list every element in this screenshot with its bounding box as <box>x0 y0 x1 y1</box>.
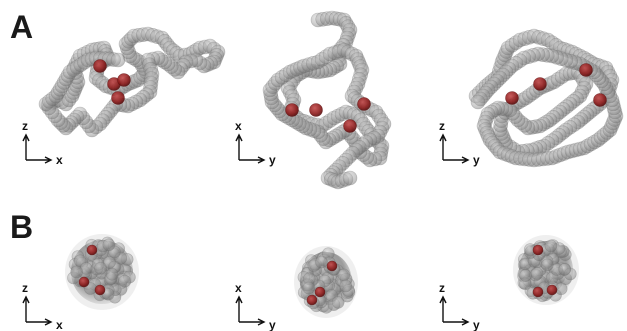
highlighted-bead <box>546 284 558 296</box>
axis-arrow-vertical <box>439 295 447 322</box>
highlighted-bead <box>309 103 323 117</box>
axis-arrow-vertical <box>439 133 447 160</box>
axis-triad-a-3: z y <box>439 119 480 167</box>
panel-b-view-2-globule <box>294 246 358 318</box>
axis-label-vertical: z <box>439 119 445 133</box>
highlighted-bead <box>86 244 98 256</box>
axis-arrow-vertical <box>22 295 30 322</box>
chain-bead <box>102 238 116 252</box>
panel-a-view-2-chain <box>262 10 392 190</box>
highlighted-bead <box>314 286 326 298</box>
panel-letter-a: A <box>10 9 33 45</box>
highlighted-bead <box>285 103 299 117</box>
highlighted-bead <box>505 91 519 105</box>
chain-bead <box>519 269 532 282</box>
chain-bead <box>540 258 554 272</box>
panel-letter-b: B <box>10 209 33 245</box>
axis-triad-b-3: z y <box>439 281 480 331</box>
chain-bead <box>70 265 83 279</box>
highlighted-bead <box>326 260 338 272</box>
axis-label-horizontal: x <box>56 318 63 331</box>
chain-bead <box>342 170 358 186</box>
chain-bead <box>558 262 572 276</box>
highlighted-bead <box>306 294 318 306</box>
axis-arrow-horizontal <box>443 156 470 164</box>
axis-arrow-horizontal <box>239 318 266 326</box>
highlighted-bead <box>579 63 593 77</box>
chain-bead <box>105 267 119 281</box>
panel-b-view-1-globule <box>65 234 139 310</box>
highlighted-bead <box>593 93 607 107</box>
chain-bead <box>339 279 353 293</box>
axis-arrow-horizontal <box>26 318 53 326</box>
chain-bead <box>302 281 316 295</box>
highlighted-bead <box>78 276 90 288</box>
axis-label-vertical: z <box>22 281 28 295</box>
highlighted-bead <box>532 286 544 298</box>
highlighted-bead <box>94 284 106 296</box>
axis-label-vertical: x <box>235 119 242 133</box>
chain-bead <box>118 274 131 288</box>
panel-a-view-3-chain <box>468 28 624 168</box>
panel-a-view-1-chain <box>38 26 226 138</box>
chain-bead <box>331 296 345 309</box>
axis-label-horizontal: y <box>269 153 276 167</box>
chain-bead <box>103 256 116 269</box>
axis-label-horizontal: y <box>473 318 480 331</box>
chain-bead <box>94 261 107 275</box>
highlighted-bead <box>533 77 547 91</box>
axis-label-vertical: x <box>235 281 242 295</box>
chain-bead <box>337 268 351 282</box>
axis-triad-b-1: z x <box>22 281 63 331</box>
highlighted-bead <box>117 73 131 87</box>
axis-triad-a-2: x y <box>235 119 276 167</box>
chain-bead <box>315 255 328 269</box>
axis-arrow-vertical <box>235 133 243 160</box>
axis-arrow-horizontal <box>239 156 266 164</box>
axis-arrow-vertical <box>22 133 30 160</box>
axis-triad-b-2: x y <box>235 281 276 331</box>
highlighted-bead <box>532 244 544 256</box>
chain-bead <box>470 94 486 110</box>
axis-label-horizontal: x <box>56 153 63 167</box>
panel-b-view-3-globule <box>513 235 579 305</box>
axis-arrow-vertical <box>235 295 243 322</box>
highlighted-bead <box>111 91 125 105</box>
highlighted-bead <box>357 97 371 111</box>
chain-bead <box>530 267 544 280</box>
chain-bead <box>544 239 558 253</box>
highlighted-bead <box>93 59 107 73</box>
axis-label-vertical: z <box>439 281 445 295</box>
axis-arrow-horizontal <box>26 156 53 164</box>
axis-label-vertical: z <box>22 119 28 133</box>
axis-arrow-horizontal <box>443 318 470 326</box>
axis-label-horizontal: y <box>473 153 480 167</box>
axis-label-horizontal: y <box>269 318 276 331</box>
highlighted-bead <box>343 119 357 133</box>
axis-triad-a-1: z x <box>22 119 63 167</box>
chain-bead <box>110 52 126 68</box>
